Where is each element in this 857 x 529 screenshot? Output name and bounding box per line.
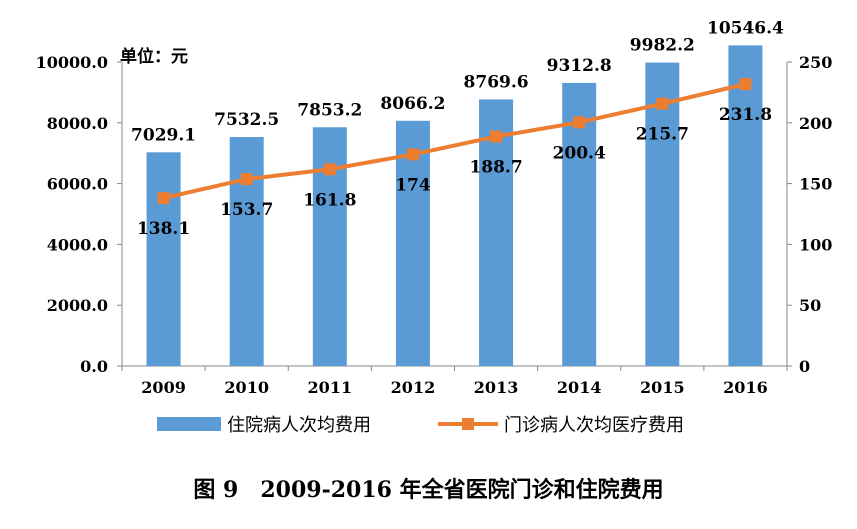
bar-data-labels: 7029.1 7532.5 7853.2 8066.2 8769.6 9312.8 9982… bbox=[131, 18, 784, 145]
x-tick-label: 2012 bbox=[391, 378, 436, 397]
bar-data-label: 9982.2 bbox=[630, 36, 695, 56]
right-tick-label: 150 bbox=[799, 175, 832, 194]
bar-data-label: 8066.2 bbox=[380, 94, 445, 114]
right-tick-label: 0 bbox=[799, 357, 810, 376]
x-tick-label: 2013 bbox=[474, 378, 519, 397]
bar bbox=[312, 127, 347, 366]
line-marker bbox=[739, 78, 752, 91]
line-data-label: 153.7 bbox=[220, 200, 273, 220]
line-data-label: 138.1 bbox=[137, 219, 190, 239]
line-marker bbox=[656, 97, 669, 110]
line-path bbox=[163, 82, 746, 201]
right-tick-label: 200 bbox=[799, 114, 832, 133]
x-tick-label: 2015 bbox=[640, 378, 685, 397]
legend-line-marker bbox=[462, 418, 474, 430]
left-tick-label: 4000.0 bbox=[47, 235, 108, 254]
left-tick-label: 8000.0 bbox=[47, 114, 108, 133]
line-marker bbox=[490, 130, 503, 143]
line-data-label: 231.8 bbox=[719, 105, 772, 125]
bar-data-label: 8769.6 bbox=[464, 72, 529, 92]
x-tick-label: 2010 bbox=[224, 378, 269, 397]
figure-caption: 图 9 2009-2016 年全省医院门诊和住院费用 bbox=[193, 477, 664, 503]
line-data-label: 215.7 bbox=[636, 125, 689, 145]
bar-data-label: 10546.4 bbox=[707, 18, 784, 38]
line-marker bbox=[323, 163, 336, 176]
bar bbox=[728, 45, 763, 367]
left-tick-label: 6000.0 bbox=[47, 175, 108, 194]
line-marker bbox=[406, 148, 419, 161]
right-tick-label: 250 bbox=[799, 53, 832, 72]
left-tick-label: 0.0 bbox=[80, 357, 108, 376]
line-data-label: 200.4 bbox=[553, 143, 606, 163]
line-marker bbox=[573, 116, 586, 129]
x-tick-label: 2014 bbox=[557, 378, 602, 397]
bar-data-label: 7532.5 bbox=[214, 110, 279, 130]
bar bbox=[645, 62, 680, 367]
line-series bbox=[157, 78, 752, 205]
line-data-label: 174 bbox=[395, 175, 431, 195]
unit-label: 单位：元 bbox=[120, 46, 188, 67]
line-marker bbox=[240, 173, 253, 186]
x-tick-label: 2009 bbox=[141, 378, 186, 397]
legend: 住院病人次均费用 门诊病人次均医疗费用 bbox=[157, 415, 684, 436]
left-tick-label: 10000.0 bbox=[36, 53, 108, 72]
bar bbox=[229, 137, 264, 366]
bar bbox=[146, 152, 181, 366]
line-marker bbox=[157, 192, 170, 205]
bar-data-label: 7853.2 bbox=[297, 100, 362, 120]
bar bbox=[562, 82, 597, 367]
line-data-labels: 138.1 153.7 161.8 174 188.7 200.4 215.7 231.8 bbox=[137, 105, 772, 239]
legend-bar-label: 住院病人次均费用 bbox=[227, 415, 371, 436]
bar-data-label: 9312.8 bbox=[547, 56, 612, 76]
bar bbox=[395, 120, 430, 366]
legend-bar-swatch bbox=[157, 417, 221, 431]
bar-data-label: 7029.1 bbox=[131, 125, 196, 145]
left-tick-label: 2000.0 bbox=[47, 296, 108, 315]
x-tick-label: 2011 bbox=[308, 378, 353, 397]
line-data-label: 188.7 bbox=[469, 158, 522, 178]
right-tick-label: 50 bbox=[799, 296, 821, 315]
axes: 0.0 2000.0 4000.0 6000.0 8000.0 10000.0 0 50 100… bbox=[36, 53, 833, 397]
x-tick-label: 2016 bbox=[723, 378, 768, 397]
line-data-label: 161.8 bbox=[303, 190, 356, 210]
right-tick-label: 100 bbox=[799, 235, 832, 254]
legend-line-label: 门诊病人次均医疗费用 bbox=[504, 415, 684, 436]
bar bbox=[479, 99, 514, 366]
